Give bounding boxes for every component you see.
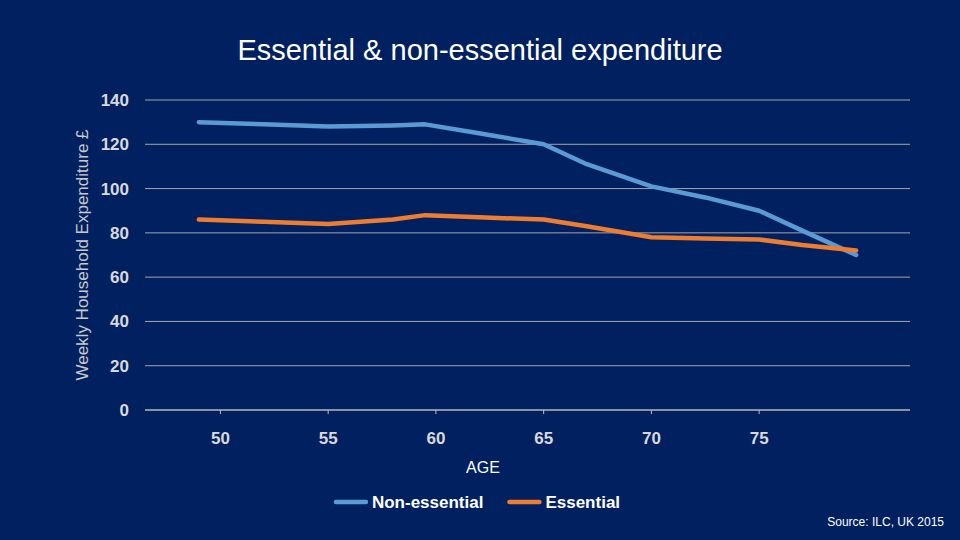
x-axis-line (145, 410, 910, 411)
y-tick-label: 120 (101, 135, 129, 154)
y-tick-label: 140 (101, 91, 129, 110)
x-tick (435, 410, 436, 414)
source-note: Source: ILC, UK 2015 (827, 515, 944, 529)
grid-line (145, 410, 910, 411)
series-line (199, 215, 856, 250)
grid-line (145, 277, 910, 278)
grid-line (145, 144, 910, 145)
x-tick-label: 70 (642, 429, 661, 448)
background (0, 0, 960, 540)
grid-line (145, 321, 910, 322)
legend-item: Non-essential (336, 493, 483, 512)
series-line (199, 122, 856, 255)
x-tick-label: 75 (750, 429, 769, 448)
legend-item: Essential (509, 493, 620, 512)
legend: Non-essential Essential (336, 493, 620, 512)
x-tick (543, 410, 544, 414)
y-tick-label: 0 (120, 401, 129, 420)
grid-line (145, 232, 910, 233)
title: Essential & non-essential expenditure (237, 34, 722, 66)
grid-line (145, 100, 910, 101)
x-tick (759, 410, 760, 414)
series-group (199, 122, 856, 255)
y-tick-label: 40 (110, 312, 129, 331)
x-tick (220, 410, 221, 414)
y-axis-label: Weekly Household Expenditure £ (73, 129, 92, 381)
y-tick-label: 20 (110, 357, 129, 376)
chart: Essential & non-essential expenditure 0 20… (0, 0, 960, 540)
x-axis-label: AGE (466, 459, 500, 476)
x-tick-label: 60 (426, 429, 445, 448)
x-tick (328, 410, 329, 414)
legend-label: Non-essential (372, 493, 483, 512)
grid (145, 100, 910, 410)
y-tick-label: 60 (110, 268, 129, 287)
y-tick-label: 100 (101, 180, 129, 199)
grid-line (145, 188, 910, 189)
x-tick (651, 410, 652, 414)
grid-line (145, 365, 910, 366)
x-tick-label: 65 (534, 429, 553, 448)
x-tick-label: 50 (211, 429, 230, 448)
legend-swatch (509, 500, 539, 505)
x-tick-label: 55 (319, 429, 338, 448)
legend-label: Essential (545, 493, 620, 512)
y-tick-label: 80 (110, 224, 129, 243)
legend-swatch (336, 500, 366, 505)
